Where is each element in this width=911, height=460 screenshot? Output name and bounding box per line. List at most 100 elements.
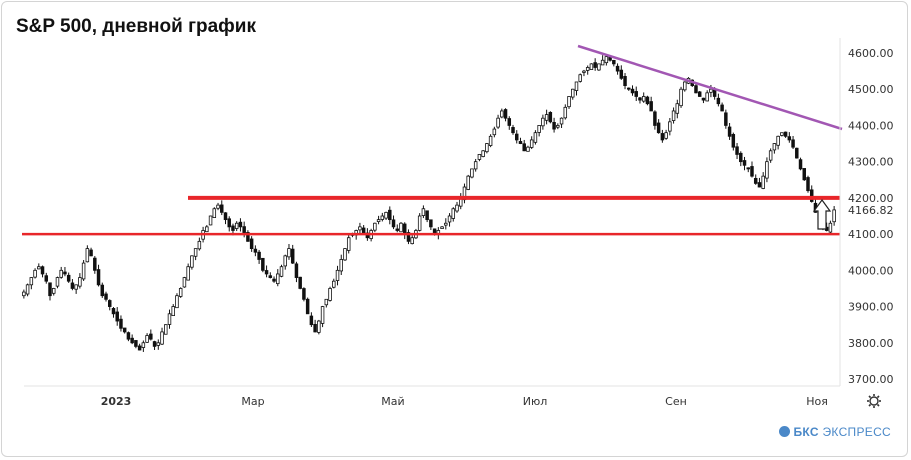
candle-body [193,248,198,257]
candle-body [742,160,747,166]
candles-layer [22,55,836,352]
candle-body [559,117,564,125]
candle-body [152,341,157,347]
candle-body [765,161,769,179]
candle-body [167,313,172,325]
candle-body [309,315,314,326]
candle-body [619,69,624,79]
candle-body [571,88,575,98]
candle-body [488,135,493,146]
candle-body [205,226,209,233]
candle-body [683,81,687,91]
candle-body [447,215,452,223]
candle-body [477,154,482,160]
candle-body [264,270,269,275]
up-arrow-icon [812,198,832,230]
x-tick-label: Ноя [806,395,828,408]
candle-body [137,345,142,351]
candle-body [832,209,836,223]
downtrend-line [577,44,843,131]
candle-body [313,323,317,333]
candle-body [444,222,448,226]
candle-body [798,159,803,170]
candle-body [515,133,519,141]
candle-body [761,175,765,189]
candle-body [783,131,788,137]
candle-body [22,291,26,297]
candle-body [283,255,287,267]
candle-body [705,92,709,102]
candle-body [735,146,739,155]
candle-body [391,219,396,228]
candle-body [567,96,571,108]
candle-body [552,121,556,130]
candle-body [496,117,500,128]
candle-body [74,284,78,290]
candle-body [246,232,250,242]
candle-body [320,306,325,324]
x-tick-label: Сен [665,395,687,408]
candle-body [772,143,777,151]
candle-body [294,263,299,278]
candle-body [757,182,762,188]
candle-body [290,248,295,264]
candle-body [178,288,183,297]
gear-icon[interactable] [867,394,881,408]
candle-body [787,136,792,141]
candle-body [317,320,321,333]
brand-suffix: ЭКСПРЕСС [822,425,891,439]
candle-body [335,269,340,281]
candle-body [649,101,653,112]
candle-body [511,127,515,134]
candle-body [134,340,138,347]
brand-name: БКС [793,425,819,439]
candle-body [724,112,728,126]
candle-body [160,331,164,345]
candle-body [104,293,108,300]
candle-body [645,96,650,105]
candle-body [227,218,231,228]
candle-body [328,288,332,301]
candle-body [373,222,377,231]
candle-body [500,110,504,118]
candle-body [402,223,407,235]
candle-body [216,204,220,209]
y-tick-label: 4000.00 [848,264,894,277]
y-tick-label: 3700.00 [848,373,894,386]
candle-body [70,282,75,289]
candle-body [268,275,273,278]
candle-body [522,143,526,152]
candle-body [492,128,497,136]
candle-body [287,248,291,258]
candle-body [597,63,601,71]
candle-body [600,59,605,66]
candle-body [548,111,553,123]
candle-body [641,96,646,102]
candle-body [731,134,736,148]
candle-body [272,278,276,282]
candle-body [93,257,97,271]
candle-body [380,215,385,220]
candle-body [324,298,329,306]
candle-body [48,282,52,297]
candle-body [399,222,403,233]
candle-body [220,204,224,213]
candle-body [190,255,194,268]
candle-body [96,269,101,286]
candle-body [679,88,683,107]
candle-body [376,219,381,222]
candle-body [100,284,105,297]
candle-body [115,311,119,322]
candle-body [630,88,635,94]
candle-body [604,56,609,64]
candle-body [44,275,49,282]
candle-body [85,248,90,263]
candle-body [388,209,392,221]
candle-body [556,125,560,128]
candle-body [208,215,213,226]
x-tick-label: 2023 [101,395,132,408]
candle-body [746,167,750,170]
candle-body [298,276,302,289]
